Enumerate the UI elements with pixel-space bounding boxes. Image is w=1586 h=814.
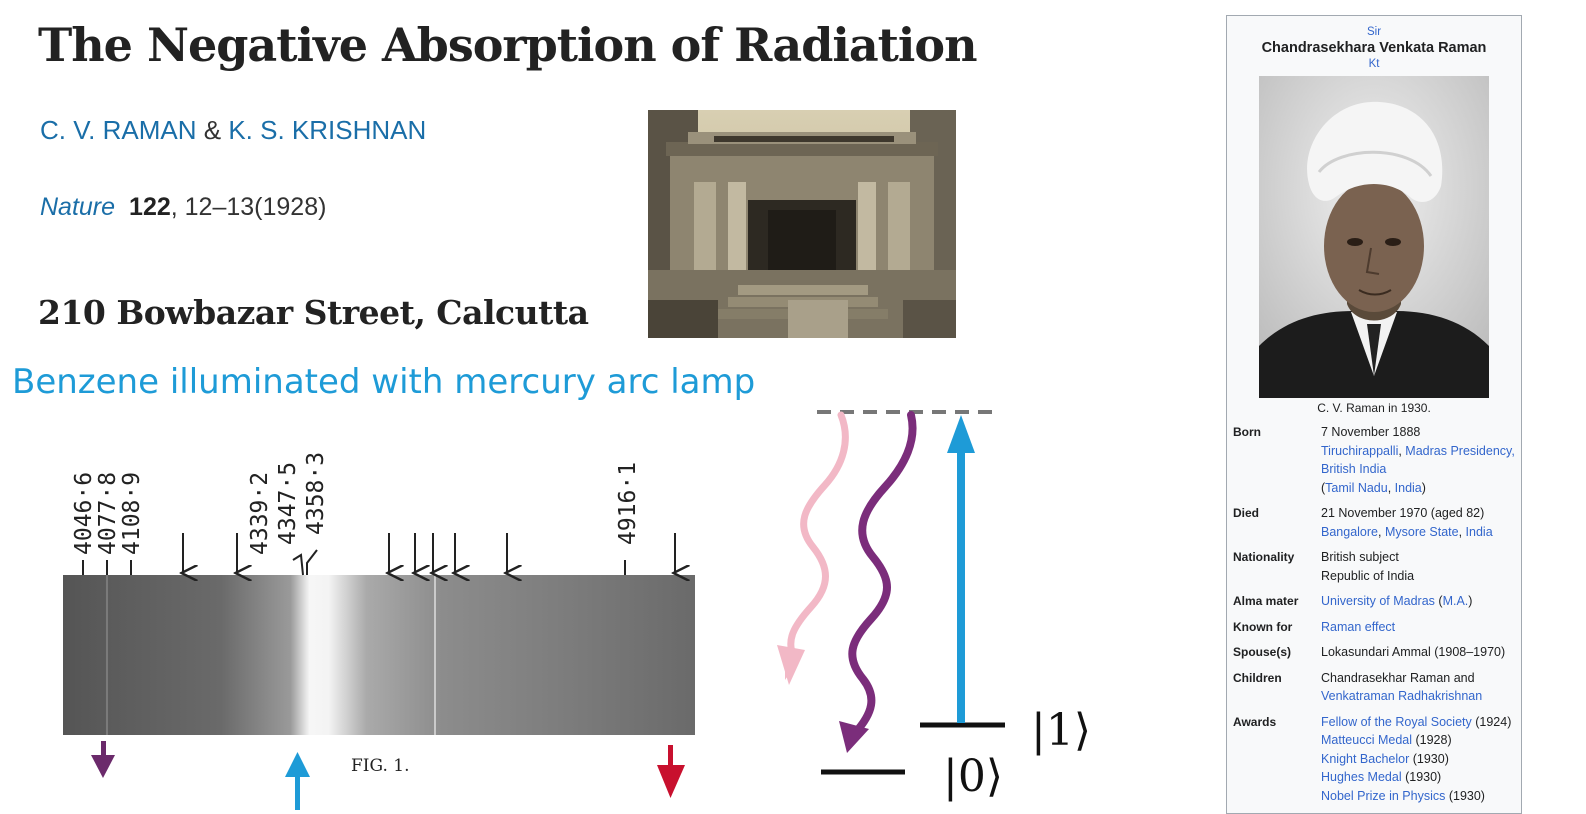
- nationality-label: Nationality: [1233, 550, 1295, 564]
- award-item: Matteucci Medal (1928): [1321, 731, 1515, 750]
- paper-title: The Negative Absorption of Radiation: [38, 18, 978, 72]
- university-of-madras-link[interactable]: University of Madras: [1321, 594, 1435, 608]
- tamil-nadu-link[interactable]: Tamil Nadu: [1325, 480, 1388, 495]
- separator: ,: [1378, 524, 1385, 539]
- antistokes-marker-arrow: [657, 745, 685, 798]
- wl-label-4077: 4077·8: [95, 472, 121, 555]
- wl-label-4339: 4339·2: [247, 472, 273, 555]
- india-link-2[interactable]: India: [1465, 524, 1493, 539]
- stokes-wave: [848, 411, 917, 737]
- separator: ,: [1387, 480, 1395, 495]
- wl-label-4046: 4046·6: [71, 472, 97, 555]
- spectrum-figure: 4046·6 4077·8 4108·9 4339·2 4347·5 4358·…: [63, 452, 695, 810]
- award-year: (1930): [1409, 751, 1449, 766]
- journal-link[interactable]: Nature: [40, 193, 116, 221]
- authors-line: C. V. RAMAN & K. S. KRISHNAN: [40, 115, 426, 146]
- award-year: (1930): [1401, 770, 1442, 784]
- pages-year: , 12–13(1928): [170, 193, 327, 221]
- award-frs-link[interactable]: Fellow of the Royal Society: [1321, 714, 1472, 729]
- row-born: Born 7 November 1888 Tiruchirappalli, Ma…: [1227, 423, 1521, 497]
- spouse-label: Spouse(s): [1233, 645, 1292, 659]
- separator: ,: [1458, 524, 1466, 539]
- madras-presidency-link[interactable]: Madras Presidency,: [1405, 443, 1515, 458]
- infobox-name: Chandrasekhara Venkata Raman: [1261, 40, 1487, 56]
- portrait-photo[interactable]: [1259, 76, 1489, 398]
- ground-state-label: |0⟩: [943, 751, 1003, 802]
- award-item: Hughes Medal (1930): [1321, 768, 1515, 787]
- award-year: (1928): [1412, 733, 1452, 747]
- award-item: Knight Bachelor (1930): [1321, 750, 1515, 769]
- wl-label-4358: 4358·3: [303, 452, 329, 535]
- child-2-link[interactable]: Venkatraman Radhakrishnan: [1321, 689, 1483, 703]
- slide-heading: Benzene illuminated with mercury arc lam…: [12, 362, 756, 402]
- honorific-suffix-link[interactable]: Kt: [1368, 58, 1380, 70]
- british-india-link[interactable]: British India: [1321, 462, 1387, 476]
- award-hughes-link[interactable]: Hughes Medal: [1321, 770, 1402, 784]
- row-known-for: Known for Raman effect: [1227, 618, 1521, 637]
- alma-mater-label: Alma mater: [1233, 594, 1299, 608]
- ma-degree-link[interactable]: M.A.: [1442, 594, 1469, 608]
- row-spouse: Spouse(s) Lokasundari Ammal (1908–1970): [1227, 643, 1521, 662]
- stokes-marker-arrow: [91, 741, 115, 778]
- pump-marker-arrow: [285, 752, 310, 810]
- awards-label: Awards: [1233, 714, 1277, 729]
- volume: 122: [129, 193, 171, 221]
- child-1: Chandrasekhar Raman: [1321, 670, 1451, 685]
- row-alma-mater: Alma mater University of Madras (M.A.): [1227, 592, 1521, 611]
- award-year: (1930): [1445, 788, 1485, 803]
- died-label: Died: [1233, 506, 1260, 520]
- energy-level-diagram: |0⟩ |1⟩: [777, 410, 1091, 802]
- portrait-caption: C. V. Raman in 1930.: [1317, 401, 1431, 415]
- spouse-value: Lokasundari Ammal (1908–1970): [1321, 645, 1506, 659]
- and-text: and: [1450, 670, 1475, 685]
- wl-label-4916: 4916·1: [615, 462, 641, 545]
- paren-close: ): [1468, 594, 1473, 608]
- wl-label-4108: 4108·9: [119, 472, 145, 555]
- row-awards: Awards Fellow of the Royal Society (1924…: [1227, 713, 1521, 806]
- award-matteucci-link[interactable]: Matteucci Medal: [1321, 733, 1413, 747]
- row-children: Children Chandrasekhar Raman and Venkatr…: [1227, 669, 1521, 706]
- tiruchirappalli-link[interactable]: Tiruchirappalli: [1321, 443, 1399, 458]
- died-date: 21 November 1970 (aged 82): [1321, 506, 1485, 520]
- antistokes-wave: [787, 411, 849, 659]
- author-krishnan-link[interactable]: K. S. KRISHNAN: [228, 115, 427, 145]
- award-nobel-link[interactable]: Nobel Prize in Physics: [1321, 788, 1446, 803]
- paren-open: (: [1321, 480, 1326, 495]
- address-heading: 210 Bowbazar Street, Calcutta: [38, 293, 589, 332]
- paren-close: ): [1421, 480, 1426, 495]
- paren-open: (: [1434, 594, 1443, 608]
- bangalore-link[interactable]: Bangalore: [1321, 524, 1378, 539]
- born-date: 7 November 1888: [1321, 425, 1421, 439]
- award-year: (1924): [1471, 714, 1512, 729]
- born-label: Born: [1233, 425, 1261, 439]
- wikipedia-infobox: Sir Chandrasekhara Venkata Raman Kt C. V…: [1226, 15, 1522, 814]
- wl-label-4347: 4347·5: [275, 462, 301, 545]
- row-nationality: Nationality British subject Republic of …: [1227, 548, 1521, 585]
- award-knight-link[interactable]: Knight Bachelor: [1321, 751, 1410, 766]
- children-label: Children: [1233, 670, 1282, 685]
- india-link[interactable]: India: [1394, 480, 1422, 495]
- raman-effect-link[interactable]: Raman effect: [1321, 619, 1396, 634]
- award-item: Fellow of the Royal Society (1924): [1321, 713, 1515, 732]
- excited-state-label: |1⟩: [1031, 705, 1091, 756]
- nationality-value-1: British subject: [1321, 550, 1399, 564]
- mysore-state-link[interactable]: Mysore State: [1384, 524, 1459, 539]
- figure-label: FIG. 1.: [351, 756, 410, 776]
- author-raman-link[interactable]: C. V. RAMAN: [40, 115, 197, 145]
- nationality-value-2: Republic of India: [1321, 568, 1415, 583]
- citation-line: Nature 122, 12–13(1928): [40, 193, 326, 222]
- separator: ,: [1398, 443, 1406, 458]
- row-died: Died 21 November 1970 (aged 82) Bangalor…: [1227, 504, 1521, 541]
- known-for-label: Known for: [1233, 619, 1293, 634]
- award-item: Nobel Prize in Physics (1930): [1321, 787, 1515, 806]
- honorific-prefix-link[interactable]: Sir: [1366, 26, 1382, 38]
- building-photo: [648, 110, 956, 338]
- author-separator: &: [203, 115, 222, 145]
